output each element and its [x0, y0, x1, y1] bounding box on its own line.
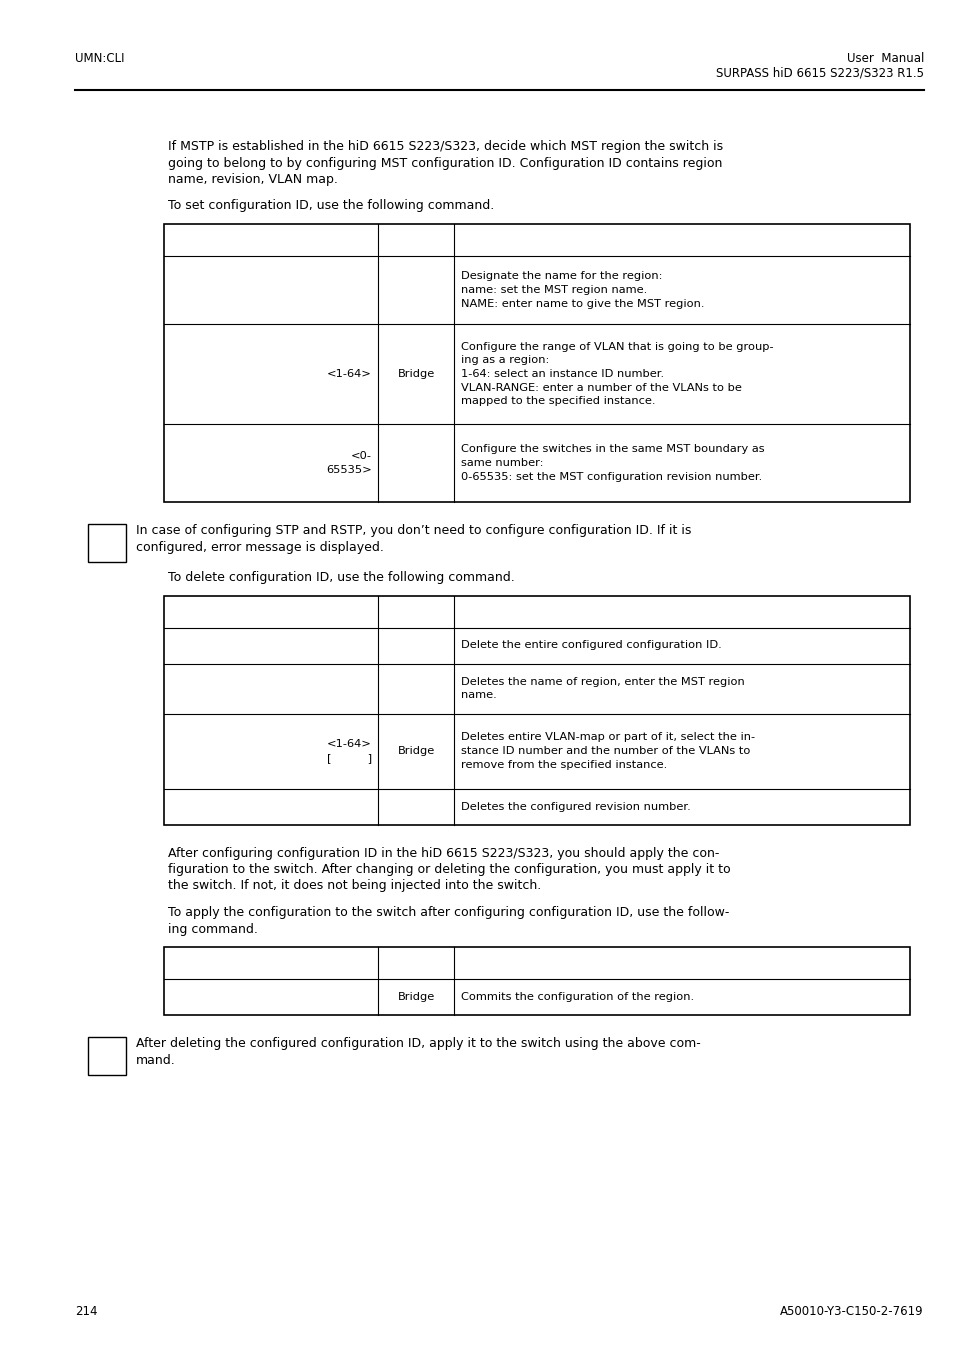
Text: Delete the entire configured configuration ID.: Delete the entire configured configurati…: [460, 640, 721, 651]
Text: <0-
65535>: <0- 65535>: [326, 451, 372, 475]
Bar: [164, 224, 909, 502]
Text: Bridge: Bridge: [397, 992, 435, 1002]
Text: <1-64>: <1-64>: [327, 369, 372, 379]
Bar: [88, 524, 126, 562]
Text: After deleting the configured configuration ID, apply it to the switch using the: After deleting the configured configurat…: [136, 1037, 700, 1050]
Text: To delete configuration ID, use the following command.: To delete configuration ID, use the foll…: [168, 571, 515, 585]
Text: Commits the configuration of the region.: Commits the configuration of the region.: [460, 992, 694, 1002]
Text: If MSTP is established in the hiD 6615 S223/S323, decide which MST region the sw: If MSTP is established in the hiD 6615 S…: [168, 140, 722, 153]
Text: Configure the switches in the same MST boundary as
same number:
0-65535: set the: Configure the switches in the same MST b…: [460, 444, 764, 482]
Text: the switch. If not, it does not being injected into the switch.: the switch. If not, it does not being in…: [168, 879, 540, 892]
Text: UMN:CLI: UMN:CLI: [75, 53, 125, 65]
Text: To apply the configuration to the switch after configuring configuration ID, use: To apply the configuration to the switch…: [168, 906, 729, 919]
Bar: [164, 595, 909, 825]
Text: In case of configuring STP and RSTP, you don’t need to configure configuration I: In case of configuring STP and RSTP, you…: [136, 524, 691, 537]
Text: name, revision, VLAN map.: name, revision, VLAN map.: [168, 173, 337, 186]
Bar: [164, 946, 909, 1015]
Text: ing command.: ing command.: [168, 922, 257, 936]
Text: Bridge: Bridge: [397, 369, 435, 379]
Text: Deletes entire VLAN-map or part of it, select the in-
stance ID number and the n: Deletes entire VLAN-map or part of it, s…: [460, 733, 755, 770]
Text: Designate the name for the region:
name: set the MST region name.
NAME: enter na: Designate the name for the region: name:…: [460, 271, 704, 309]
Text: SURPASS hiD 6615 S223/S323 R1.5: SURPASS hiD 6615 S223/S323 R1.5: [716, 66, 923, 80]
Text: User  Manual: User Manual: [845, 53, 923, 65]
Text: 214: 214: [75, 1305, 97, 1318]
Bar: [88, 1037, 126, 1075]
Text: A50010-Y3-C150-2-7619: A50010-Y3-C150-2-7619: [780, 1305, 923, 1318]
Text: Deletes the name of region, enter the MST region
name.: Deletes the name of region, enter the MS…: [460, 676, 744, 701]
Text: <1-64>
[          ]: <1-64> [ ]: [327, 740, 372, 763]
Text: figuration to the switch. After changing or deleting the configuration, you must: figuration to the switch. After changing…: [168, 863, 730, 876]
Text: configured, error message is displayed.: configured, error message is displayed.: [136, 540, 383, 553]
Text: Configure the range of VLAN that is going to be group-
ing as a region:
1-64: se: Configure the range of VLAN that is goin…: [460, 342, 773, 406]
Text: going to belong to by configuring MST configuration ID. Configuration ID contain: going to belong to by configuring MST co…: [168, 157, 721, 170]
Text: To set configuration ID, use the following command.: To set configuration ID, use the followi…: [168, 200, 494, 212]
Text: After configuring configuration ID in the hiD 6615 S223/S323, you should apply t: After configuring configuration ID in th…: [168, 846, 719, 860]
Text: Deletes the configured revision number.: Deletes the configured revision number.: [460, 802, 690, 811]
Text: Bridge: Bridge: [397, 747, 435, 756]
Text: mand.: mand.: [136, 1053, 175, 1066]
